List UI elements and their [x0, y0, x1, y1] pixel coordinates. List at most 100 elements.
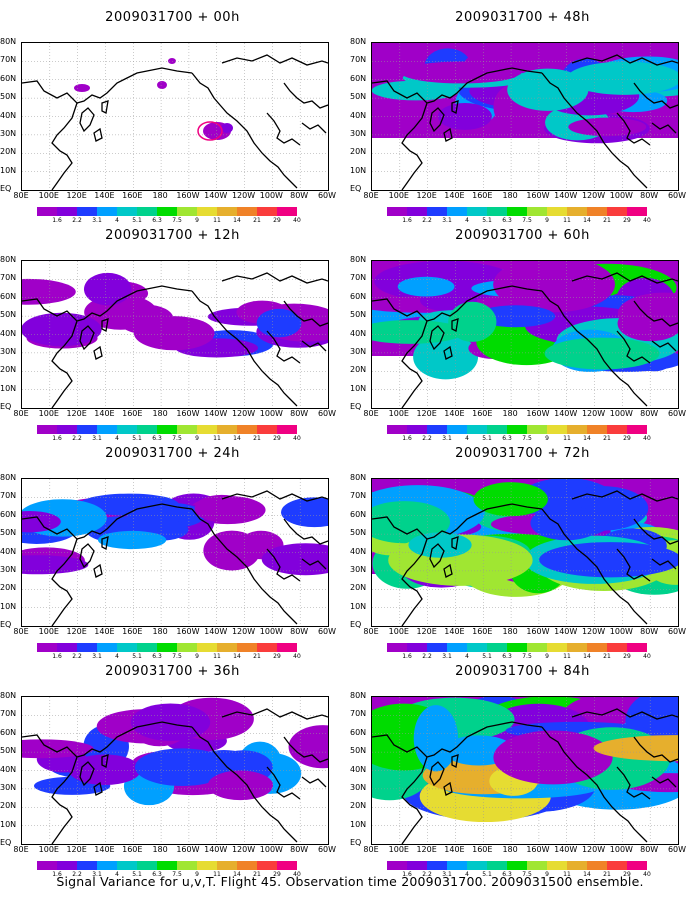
coastline — [541, 72, 648, 189]
map-panel: 2009031700 + 00h 80N 70N 60N 50N 40N 30N 20N 10N… — [0, 10, 345, 225]
colorbar-swatch — [547, 861, 567, 870]
longitude-label: 100W — [609, 627, 633, 636]
colorbar-label: 1.6 — [402, 435, 412, 442]
longitude-label: 100E — [38, 191, 59, 200]
latitude-label: 80N — [0, 38, 17, 46]
colorbar-swatch — [137, 425, 157, 434]
colorbar-label: 6.3 — [502, 435, 512, 442]
colorbar-label: 6.3 — [152, 871, 162, 878]
coastline — [221, 708, 328, 720]
variance-contour — [97, 530, 167, 550]
colorbar-label: 4 — [115, 217, 119, 224]
longitude-label: 80E — [13, 845, 29, 854]
latitude-label: 60N — [0, 510, 17, 519]
variance-contour — [544, 337, 660, 370]
colorbar-swatch — [97, 425, 117, 434]
panel-title: 2009031700 + 24h — [105, 446, 240, 461]
longitude-label: 80W — [290, 409, 309, 418]
longitude-label: 100E — [38, 627, 59, 636]
latitude-label: 20N — [0, 148, 17, 157]
longitude-label: 180 — [502, 845, 518, 854]
colorbar-swatch — [567, 861, 587, 870]
colorbar-swatch — [37, 425, 57, 434]
colorbar-swatch — [527, 425, 547, 434]
coastline — [571, 490, 678, 502]
latitude-label: 10N — [350, 166, 367, 175]
latitude-label: 20N — [350, 802, 367, 811]
longitude-label: 120E — [66, 627, 87, 636]
longitude-label: 160E — [122, 409, 143, 418]
colorbar-swatch — [97, 207, 117, 216]
colorbar-swatch — [217, 207, 237, 216]
colorbar-label: 7.5 — [172, 217, 182, 224]
colorbar-label: 29 — [623, 435, 631, 442]
map-panel: 2009031700 + 12h 80N 70N 60N 50N 40N 30N 20N 10N… — [0, 228, 345, 443]
colorbar-swatch — [97, 861, 117, 870]
variance-contour — [22, 555, 89, 575]
variance-contour — [22, 510, 61, 533]
map-frame — [21, 478, 329, 627]
longitude-label: 120W — [581, 845, 606, 854]
colorbar-label: 3.1 — [442, 871, 452, 878]
colorbar-label: 1.6 — [402, 653, 412, 660]
longitude-label: 60W — [317, 845, 337, 854]
variance-contour — [130, 703, 211, 742]
colorbar-label: 14 — [233, 653, 241, 660]
map-frame — [371, 696, 679, 845]
colorbar-swatch — [257, 861, 277, 870]
colorbar-label: 11 — [563, 217, 571, 224]
colorbar-swatch — [197, 207, 217, 216]
coastline — [101, 754, 109, 768]
colorbar-swatch — [237, 861, 257, 870]
latitude-label: EQ — [0, 839, 12, 847]
colorbar-swatch — [427, 207, 447, 216]
colorbar-swatch — [527, 643, 547, 652]
colorbar-swatch — [37, 861, 57, 870]
coastline — [301, 776, 327, 788]
latitude-label: 50N — [350, 311, 367, 320]
variance-contour — [507, 68, 589, 111]
colorbar — [387, 861, 647, 870]
colorbar-swatch — [587, 861, 607, 870]
colorbar — [37, 643, 297, 652]
longitude-label: 60W — [317, 191, 337, 200]
latitude-label: EQ — [0, 621, 12, 629]
colorbar-swatch — [217, 425, 237, 434]
colorbar-swatch — [197, 425, 217, 434]
colorbar-swatch — [567, 425, 587, 434]
latitude-label: 30N — [0, 129, 17, 138]
colorbar-label: 4 — [115, 653, 119, 660]
colorbar-swatch — [487, 207, 507, 216]
colorbar-swatch — [547, 425, 567, 434]
coastline — [76, 721, 193, 758]
colorbar-label: 14 — [583, 435, 591, 442]
colorbar-label: 6.3 — [152, 435, 162, 442]
longitude-label: 60W — [667, 845, 687, 854]
colorbar — [37, 207, 297, 216]
colorbar-label: 2.2 — [72, 217, 82, 224]
longitude-label: 100E — [388, 191, 409, 200]
colorbar-swatch — [527, 207, 547, 216]
longitude-label: 100W — [609, 409, 633, 418]
coastline — [443, 127, 453, 142]
colorbar-label: 40 — [643, 435, 651, 442]
colorbar-label: 2.2 — [72, 653, 82, 660]
latitude-label: EQ — [350, 621, 362, 629]
colorbar-swatch — [627, 207, 647, 216]
latitude-label: 30N — [350, 783, 367, 792]
longitude-label: 140E — [444, 409, 465, 418]
latitude-label: 30N — [350, 347, 367, 356]
coastline — [283, 82, 328, 109]
colorbar-swatch — [427, 643, 447, 652]
latitude-label: 30N — [350, 565, 367, 574]
colorbar-label: 14 — [233, 871, 241, 878]
latitude-label: 50N — [0, 529, 17, 538]
panel-title: 2009031700 + 72h — [455, 446, 590, 461]
colorbar-label: 9 — [195, 871, 199, 878]
latitude-label: EQ — [350, 839, 362, 847]
colorbar-swatch — [137, 861, 157, 870]
colorbar-label: 9 — [195, 653, 199, 660]
latitude-label: 40N — [350, 547, 367, 556]
coastline — [93, 563, 103, 578]
latitude-label: EQ — [350, 185, 362, 193]
